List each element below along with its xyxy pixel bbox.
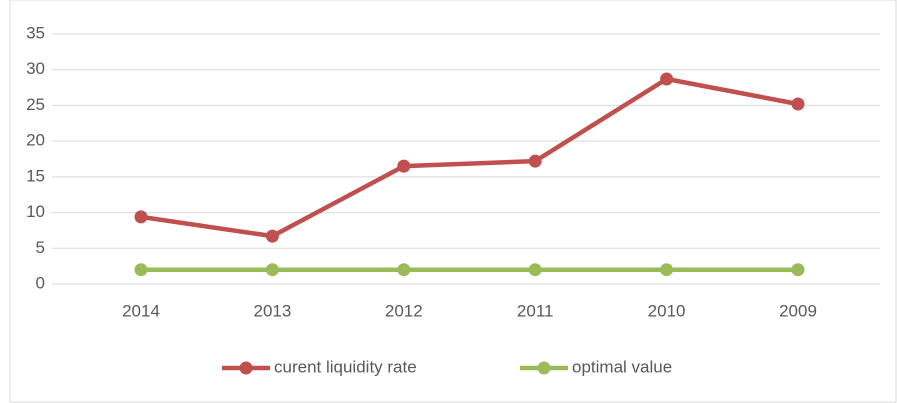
legend-label: curent liquidity rate (274, 357, 417, 376)
x-tick-label: 2009 (779, 301, 817, 320)
y-tick-label: 30 (26, 59, 45, 78)
data-point (134, 210, 148, 224)
x-tick-label: 2011 (517, 301, 554, 320)
data-point (528, 263, 542, 277)
y-tick-label: 25 (26, 95, 45, 114)
legend-marker (239, 361, 253, 375)
x-tick-label: 2010 (648, 301, 686, 320)
data-point (660, 263, 674, 277)
y-tick-label: 0 (36, 273, 45, 292)
data-point (134, 263, 148, 277)
data-point (397, 263, 411, 277)
data-point (528, 154, 542, 168)
legend-marker (537, 361, 551, 375)
legend-label: optimal value (572, 357, 672, 376)
y-tick-label: 15 (26, 166, 45, 185)
data-point (660, 72, 674, 86)
data-point (791, 97, 805, 111)
data-point (265, 263, 279, 277)
chart-frame (9, 0, 897, 403)
x-tick-label: 2014 (122, 301, 160, 320)
x-tick-label: 2012 (385, 301, 423, 320)
y-tick-label: 35 (26, 23, 45, 42)
data-point (791, 263, 805, 277)
data-point (265, 229, 279, 243)
series-line (140, 76, 799, 239)
x-tick-label: 2013 (253, 301, 291, 320)
y-tick-label: 20 (26, 131, 45, 150)
y-tick-label: 10 (26, 202, 45, 221)
y-tick-label: 5 (36, 238, 45, 257)
data-point (397, 159, 411, 173)
